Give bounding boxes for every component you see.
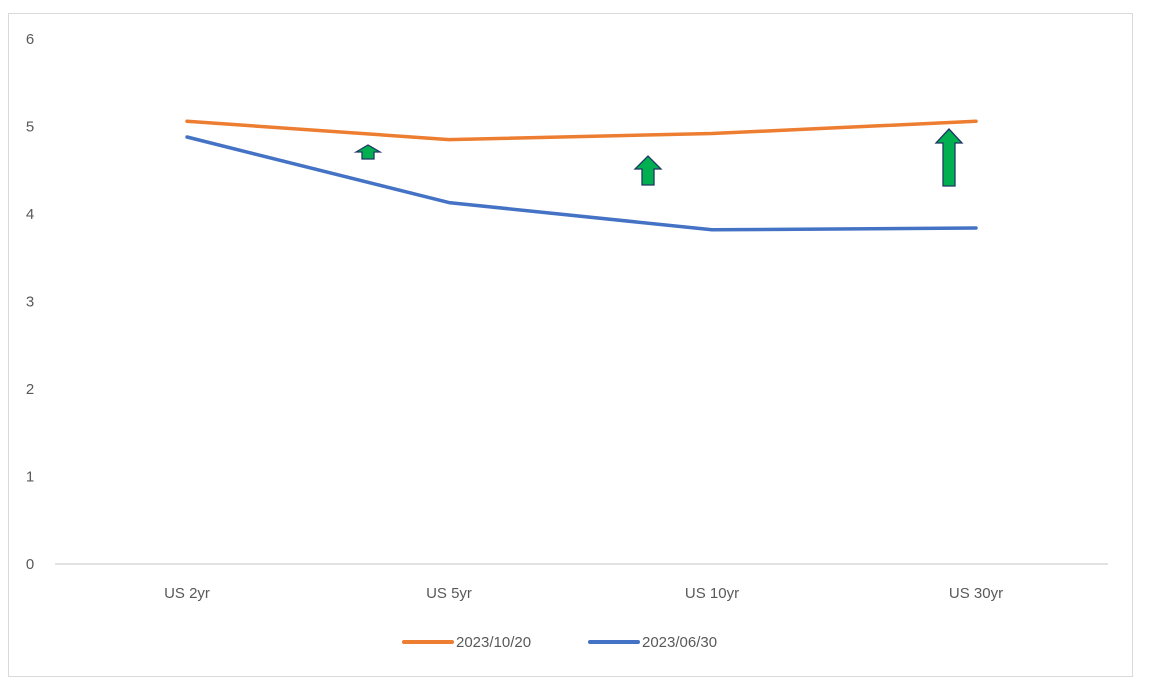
y-tick-label: 1 [26, 469, 34, 486]
annotations [353, 128, 964, 187]
y-tick-label: 6 [26, 31, 34, 48]
x-category-label: US 2yr [164, 585, 210, 602]
up-arrow-icon [633, 155, 663, 186]
y-tick-label: 2 [26, 381, 34, 398]
x-axis-categories: US 2yr US 5yr US 10yr US 30yr [164, 585, 1003, 602]
y-tick-label: 5 [26, 119, 34, 136]
series-lines [185, 119, 978, 232]
y-tick-label: 3 [26, 294, 34, 311]
y-axis-ticks: 0 1 2 3 4 5 6 [26, 31, 34, 573]
y-tick-label: 4 [26, 206, 34, 223]
legend: 2023/10/20 2023/06/30 [402, 634, 717, 651]
up-arrow-icon [353, 144, 383, 160]
x-category-label: US 10yr [685, 585, 739, 602]
x-category-label: US 5yr [426, 585, 472, 602]
legend-label: 2023/06/30 [642, 634, 717, 651]
series-line-1 [185, 135, 978, 232]
legend-item: 2023/10/20 [402, 634, 531, 651]
up-arrow-icon [934, 128, 964, 187]
legend-item: 2023/06/30 [588, 634, 717, 651]
legend-label: 2023/10/20 [456, 634, 531, 651]
y-tick-label: 0 [26, 556, 34, 573]
series-line-0 [185, 119, 978, 142]
x-category-label: US 30yr [949, 585, 1003, 602]
